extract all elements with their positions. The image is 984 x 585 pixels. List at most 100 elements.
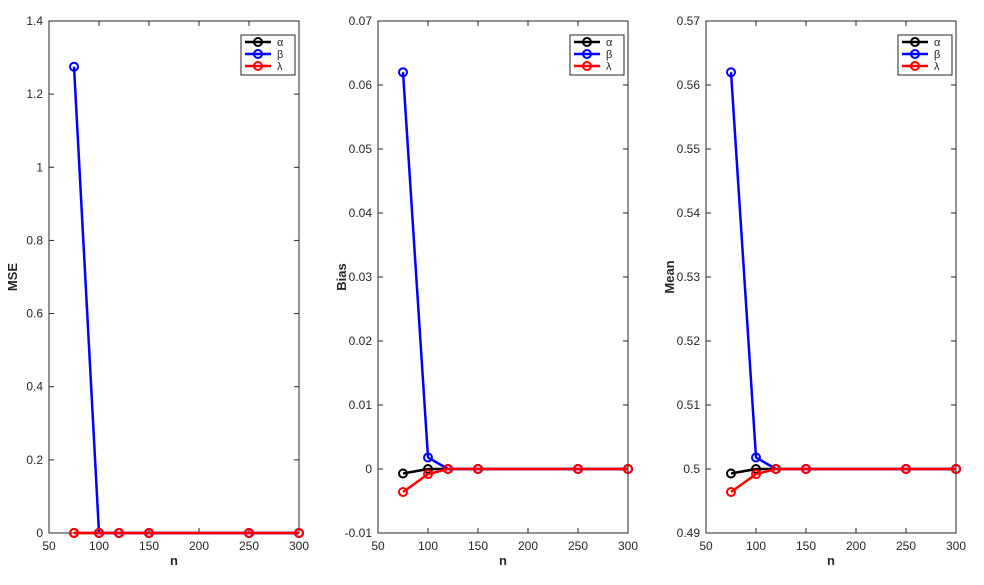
y-tick-label: 0.53 [677, 270, 701, 284]
y-tick-label: 0.05 [349, 142, 373, 156]
y-tick-label: 0.04 [349, 206, 373, 220]
legend-label: α [606, 37, 613, 49]
data-point [398, 468, 408, 479]
y-tick-label: 0 [365, 462, 372, 476]
legend: αβλ [897, 34, 953, 76]
y-axis-label: Bias [334, 263, 349, 290]
y-tick-label: 0.4 [26, 380, 43, 394]
y-tick-label: 0.52 [677, 334, 701, 348]
legend-label: β [606, 49, 612, 61]
y-tick-label: 0.03 [349, 270, 373, 284]
data-point [244, 528, 254, 538]
data-point [951, 464, 961, 474]
legend-label: β [934, 49, 940, 61]
y-axis-label: Mean [662, 260, 677, 293]
data-point [573, 464, 583, 474]
y-tick-label: 0.51 [677, 398, 701, 412]
data-point [144, 528, 154, 538]
x-tick-label: 200 [189, 539, 209, 553]
chart-panel-3: 50 100 150 200 250 300 0.49 0.5 0.51 0.52 0.53 0.54… [662, 14, 966, 568]
data-point [751, 469, 761, 480]
data-point [801, 464, 811, 474]
x-axis-label: n [170, 553, 178, 568]
y-tick-label: 1.4 [26, 14, 43, 28]
y-tick-label: -0.01 [345, 526, 373, 540]
data-point [623, 464, 633, 474]
y-tick-label: 0.56 [677, 78, 701, 92]
legend: αβλ [569, 34, 625, 76]
data-point [114, 528, 124, 538]
data-point [69, 61, 79, 72]
y-axis-label: MSE [5, 263, 20, 292]
x-tick-label: 150 [796, 539, 816, 553]
series-line [402, 467, 628, 494]
x-tick-label: 250 [568, 539, 588, 553]
y-tick-label: 0.55 [677, 142, 701, 156]
x-tick-label: 250 [896, 539, 916, 553]
x-tick-label: 100 [746, 539, 766, 553]
y-tick-label: 0 [36, 526, 43, 540]
legend-marker [582, 49, 592, 59]
y-tick-label: 1 [36, 160, 43, 174]
legend-label: β [277, 49, 283, 61]
data-point [294, 528, 304, 538]
legend-marker [910, 49, 920, 59]
x-axis-label: n [499, 553, 507, 568]
data-point [901, 464, 911, 474]
y-tick-label: 0.8 [26, 233, 43, 247]
plot-area-frame [377, 20, 629, 534]
data-point [443, 464, 453, 474]
x-tick-label: 100 [418, 539, 438, 553]
legend-label: λ [934, 61, 940, 73]
legend: αβλ [240, 34, 296, 76]
x-tick-label: 150 [468, 539, 488, 553]
legend-marker [582, 61, 592, 71]
legend-label: α [277, 37, 284, 49]
data-point [771, 464, 781, 474]
x-tick-label: 200 [518, 539, 538, 553]
x-tick-label: 100 [89, 539, 109, 553]
data-point [473, 464, 483, 474]
data-point [69, 527, 79, 538]
y-tick-label: 0.54 [677, 206, 701, 220]
chart-panel-2: 50 100 150 200 250 300 -0.01 0 0.01 0.02 0.03 0.04 0… [334, 14, 638, 568]
data-point [423, 452, 433, 463]
plot-area-frame [48, 20, 300, 534]
y-tick-label: 0.5 [683, 462, 700, 476]
y-tick-label: 0.57 [677, 14, 701, 28]
data-point [423, 469, 433, 480]
legend-label: λ [606, 61, 612, 73]
chart-panel-1: 50 100 150 200 250 300 0 0.2 0.4 0.6 0.8 1 1.2 1.4 n MS… [5, 14, 309, 568]
x-tick-label: 300 [618, 539, 638, 553]
data-point [94, 528, 104, 538]
x-tick-label: 250 [239, 539, 259, 553]
plot-area-frame [705, 20, 957, 534]
x-tick-label: 300 [289, 539, 309, 553]
legend-marker [910, 37, 920, 47]
data-point [398, 487, 408, 498]
data-point [726, 67, 736, 78]
legend-marker [910, 61, 920, 71]
y-tick-label: 0.6 [26, 307, 43, 321]
series-3 [726, 464, 961, 498]
data-point [726, 487, 736, 498]
y-tick-label: 0.01 [349, 398, 373, 412]
x-tick-label: 50 [42, 539, 56, 553]
x-tick-label: 50 [699, 539, 713, 553]
x-tick-label: 50 [371, 539, 385, 553]
y-tick-label: 1.2 [26, 87, 43, 101]
y-tick-label: 0.07 [349, 14, 373, 28]
data-point [726, 468, 736, 479]
legend-marker [253, 61, 263, 71]
x-tick-label: 150 [139, 539, 159, 553]
legend-label: α [934, 37, 941, 49]
legend-marker [253, 37, 263, 47]
data-point [398, 67, 408, 78]
data-point [751, 452, 761, 463]
legend-marker [253, 49, 263, 59]
series-3 [398, 464, 633, 498]
legend-label: λ [277, 61, 283, 73]
y-tick-label: 0.02 [349, 334, 373, 348]
x-tick-label: 200 [846, 539, 866, 553]
